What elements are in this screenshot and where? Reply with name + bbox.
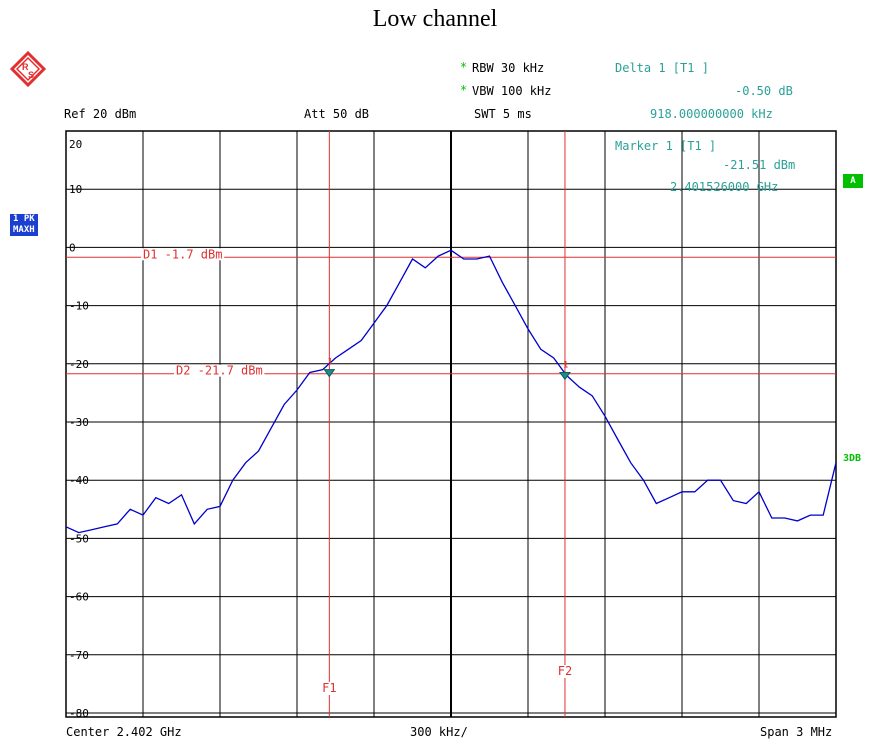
y-tick-label: 20 <box>69 138 82 151</box>
delta-marker-value2: 918.000000000 kHz <box>650 107 773 121</box>
y-tick-label: -30 <box>69 416 89 429</box>
y-tick-label: -70 <box>69 649 89 662</box>
marker-label: 1 <box>563 360 568 370</box>
frequency-line-label: F1 <box>322 681 336 695</box>
marker1-value1: -21.51 dBm <box>723 158 796 172</box>
rbw-star: * <box>460 60 468 74</box>
delta-marker-label: Delta 1 [T1 ] <box>615 61 709 75</box>
vbw-label: VBW 100 kHz <box>472 84 552 98</box>
span: Span 3 MHz <box>760 725 833 739</box>
y-tick-label: -50 <box>69 532 89 545</box>
division-span: 300 kHz/ <box>410 725 468 739</box>
svg-text:R: R <box>22 62 29 72</box>
sweep-time: SWT 5 ms <box>474 107 532 121</box>
chart-title: Low channel <box>372 6 498 32</box>
y-tick-label: -60 <box>69 591 89 604</box>
display-line-label-bg <box>141 248 225 261</box>
marker-label: 1 <box>327 358 332 368</box>
marker1-value2: 2.401526000 GHz <box>670 180 779 194</box>
frequency-line-label: F2 <box>558 664 572 678</box>
display-line-label: D1 -1.7 dBm <box>143 247 222 261</box>
y-tick-label: -80 <box>69 707 89 720</box>
trace-line <box>65 249 837 534</box>
marker-point <box>323 369 336 378</box>
center-frequency: Center 2.402 GHz <box>66 725 182 739</box>
vbw-star: * <box>460 83 468 97</box>
y-tick-label: 0 <box>69 241 76 254</box>
y-tick-label: -40 <box>69 474 89 487</box>
delta-marker-value1: -0.50 dB <box>735 84 793 98</box>
frequency-line-label-bg <box>554 665 575 678</box>
a-badge: A <box>843 174 863 188</box>
svg-text:S: S <box>28 70 34 80</box>
y-tick-label: -10 <box>69 300 89 313</box>
marker-point <box>558 371 571 381</box>
frequency-line-label-bg <box>319 682 340 695</box>
attenuation: Att 50 dB <box>304 107 370 121</box>
y-tick-label: -20 <box>69 358 89 371</box>
threedb-label: 3DB <box>843 453 862 464</box>
display-line-label-bg <box>174 364 265 377</box>
y-tick-label: 10 <box>69 183 82 196</box>
plot-area: 20 10 0 -10 -20 -30 -40 -50 -60 -70 -80 D1 -1.7 dBm… <box>65 130 837 720</box>
rbw-label: RBW 30 kHz <box>472 61 545 75</box>
rs-logo: R S <box>9 50 47 88</box>
marker1-label: Marker 1 [T1 ] <box>615 139 717 153</box>
trace-badge-maxh: MAXH <box>10 225 38 236</box>
display-line-label: D2 -21.7 dBm <box>176 364 263 378</box>
trace-badge-pk: 1 PK <box>10 214 38 225</box>
ref-level: Ref 20 dBm <box>64 107 137 121</box>
